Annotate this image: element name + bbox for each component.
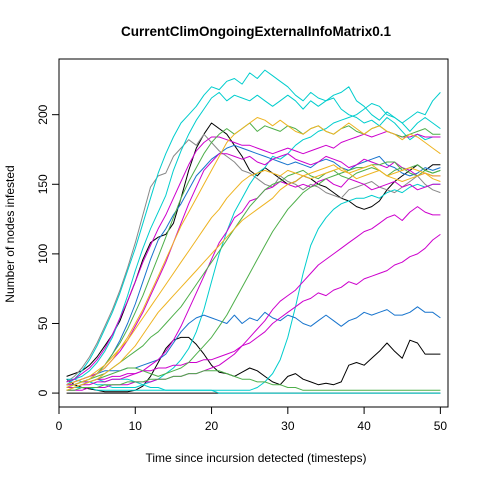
x-tick-label: 40 — [357, 419, 371, 433]
series-line-7 — [66, 183, 441, 391]
series-line-16 — [66, 130, 441, 383]
series-line-22 — [66, 164, 441, 391]
series-line-6 — [66, 69, 441, 386]
series-line-5 — [66, 92, 441, 388]
series-line-9 — [66, 378, 441, 394]
x-tick-label: 20 — [205, 419, 219, 433]
series-line-14 — [66, 206, 441, 391]
series-layer — [66, 69, 441, 394]
x-tick-label: 30 — [281, 419, 295, 433]
series-line-17 — [66, 161, 441, 391]
x-tick-label: 0 — [56, 419, 63, 433]
series-line-13 — [66, 178, 441, 388]
x-tick-label: 10 — [129, 419, 143, 433]
series-line-4 — [66, 133, 441, 383]
series-line-21 — [66, 117, 441, 388]
y-tick-label: 200 — [36, 104, 50, 124]
y-tick-label: 50 — [36, 316, 50, 330]
x-axis-label: Time since incursion detected (timesteps… — [146, 451, 367, 465]
y-tick-label: 100 — [36, 244, 50, 264]
series-line-11 — [66, 144, 441, 386]
y-tick-label: 0 — [36, 389, 50, 396]
x-tick-label: 50 — [434, 419, 448, 433]
chart-title: CurrentClimOngoingExternalInfoMatrix0.1 — [121, 24, 392, 39]
x-axis: 0 10 20 30 40 50 — [56, 406, 448, 433]
series-line-15 — [66, 233, 441, 386]
y-axis: 0 50 100 150 200 — [36, 104, 60, 396]
series-line-23 — [66, 167, 441, 386]
series-line-8 — [66, 91, 441, 383]
y-axis-label: Number of nodes infested — [3, 165, 17, 302]
series-line-20 — [66, 370, 441, 391]
y-tick-label: 150 — [36, 174, 50, 194]
series-line-1 — [66, 336, 441, 393]
